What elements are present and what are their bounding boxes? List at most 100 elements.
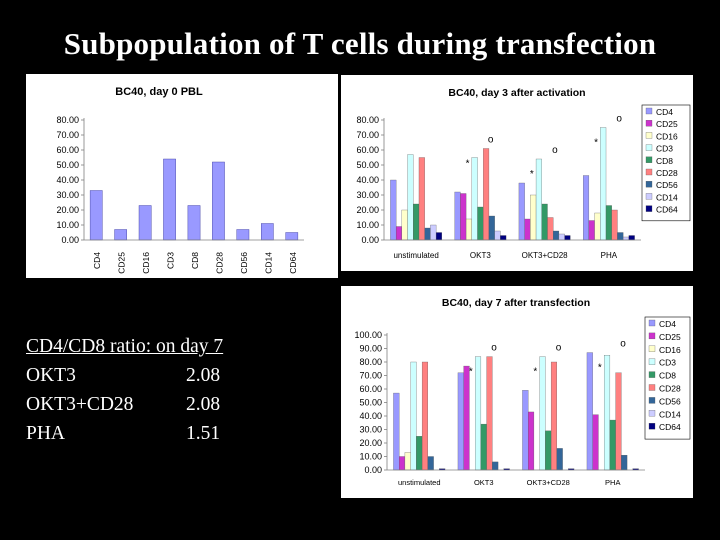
- bar: [617, 232, 624, 241]
- bar: [615, 372, 622, 471]
- legend-label: CD56: [656, 180, 678, 190]
- x-tick-label: unstimulated: [398, 478, 441, 487]
- x-tick-label: CD64: [288, 252, 298, 274]
- ratio-row-okt3: OKT3 2.08: [26, 361, 326, 390]
- bar: [465, 218, 472, 241]
- bar: [541, 203, 548, 241]
- bar: [524, 218, 531, 241]
- bar: [471, 157, 478, 241]
- legend-swatch: [648, 358, 656, 365]
- bar: [528, 411, 535, 471]
- legend-label: CD28: [659, 384, 681, 394]
- y-tick-label: 0.00: [361, 235, 379, 245]
- bar: [418, 157, 425, 241]
- bar: [261, 223, 274, 241]
- x-tick-label: OKT3+CD28: [527, 478, 570, 487]
- bar: [393, 392, 400, 471]
- bar: [594, 212, 601, 241]
- annotation-marker: *: [594, 138, 598, 149]
- bar: [399, 456, 406, 471]
- bar: [285, 232, 299, 241]
- y-tick-label: 30.00: [56, 190, 79, 200]
- ratio-box: CD4/CD8 ratio: on day 7 OKT3 2.08 OKT3+C…: [26, 332, 326, 448]
- legend-label: CD8: [656, 156, 673, 166]
- y-tick-label: 60.00: [56, 145, 79, 155]
- bar: [539, 356, 546, 471]
- annotation-marker: *: [469, 367, 473, 378]
- legend-label: CD25: [656, 119, 678, 129]
- x-tick-label: OKT3+CD28: [522, 251, 569, 260]
- bar: [424, 227, 431, 241]
- bar: [547, 217, 554, 241]
- legend-label: CD64: [659, 422, 681, 432]
- legend-label: CD16: [656, 131, 678, 141]
- legend-swatch: [648, 423, 656, 430]
- legend-label: CD3: [659, 358, 676, 368]
- bar: [558, 233, 565, 241]
- annotation-marker: *: [530, 169, 534, 180]
- legend-label: CD16: [659, 345, 681, 355]
- bar: [494, 230, 501, 241]
- legend-label: CD8: [659, 371, 676, 381]
- legend-label: CD14: [659, 409, 681, 419]
- x-tick-label: CD16: [141, 252, 151, 274]
- ratio-label: PHA: [26, 423, 66, 444]
- chart-title: BC40, day 3 after activation: [448, 87, 585, 99]
- bar: [395, 226, 402, 241]
- bar: [586, 352, 593, 471]
- ratio-row-pha: PHA 1.51: [26, 419, 326, 448]
- legend-label: CD14: [656, 192, 678, 202]
- bar: [474, 356, 482, 471]
- legend-swatch: [648, 345, 656, 352]
- bar: [592, 414, 599, 471]
- y-tick-label: 40.00: [356, 175, 379, 185]
- bar: [138, 205, 152, 241]
- annotation-marker: *: [598, 363, 602, 374]
- ratio-value: 2.08: [186, 394, 221, 415]
- legend-swatch: [645, 205, 653, 212]
- bar: [89, 190, 103, 241]
- bar: [609, 419, 616, 471]
- y-tick-label: 70.00: [359, 371, 382, 381]
- y-tick-label: 10.00: [356, 220, 379, 230]
- legend-swatch: [645, 107, 653, 115]
- bar: [463, 365, 470, 471]
- bar: [522, 390, 529, 471]
- legend-label: CD56: [659, 396, 681, 406]
- x-tick-label: OKT3: [470, 251, 491, 260]
- bar: [477, 206, 484, 241]
- legend-swatch: [648, 384, 656, 391]
- bar: [421, 361, 429, 471]
- y-tick-label: 30.00: [359, 425, 382, 435]
- bar: [390, 179, 397, 241]
- y-tick-label: 10.00: [56, 220, 79, 230]
- legend-swatch: [648, 319, 656, 327]
- y-tick-label: 70.00: [56, 130, 79, 140]
- y-tick-label: 20.00: [356, 205, 379, 215]
- chart-svg: BC40, day 0 PBL 0.00 10.00 20.00 30.00 40.00 5…: [56, 86, 304, 274]
- legend-swatch: [648, 410, 656, 417]
- y-tick-label: 80.00: [56, 115, 79, 125]
- ratio-label: OKT3: [26, 365, 76, 386]
- bar: [518, 182, 525, 241]
- y-tick-label: 50.00: [356, 160, 379, 170]
- x-tick-label: unstimulated: [393, 251, 438, 260]
- bar: [603, 355, 611, 471]
- legend-swatch: [645, 156, 653, 163]
- bar: [556, 448, 563, 471]
- bar: [500, 235, 507, 241]
- chart-panel-day0: BC40, day 0 PBL 0.00 10.00 20.00 30.00 40.00 5…: [26, 74, 338, 278]
- legend: CD4 CD25 CD16 CD3 CD8 CD28 CD56 CD14 CD64: [641, 104, 691, 222]
- legend-label: CD3: [656, 144, 673, 154]
- annotation-marker: o: [552, 145, 558, 156]
- bar: [483, 148, 490, 241]
- bar: [163, 158, 176, 241]
- legend: CD4 CD25 CD16 CD3 CD8 CD28 CD56 CD14 CD64: [644, 316, 691, 440]
- legend-label: CD64: [656, 205, 678, 215]
- x-tick-label: PHA: [601, 251, 618, 260]
- x-tick-label: CD4: [92, 252, 102, 269]
- bar: [623, 236, 630, 241]
- x-tick-label: CD8: [190, 252, 200, 269]
- bar: [550, 361, 558, 471]
- x-tick-label: CD25: [117, 252, 127, 274]
